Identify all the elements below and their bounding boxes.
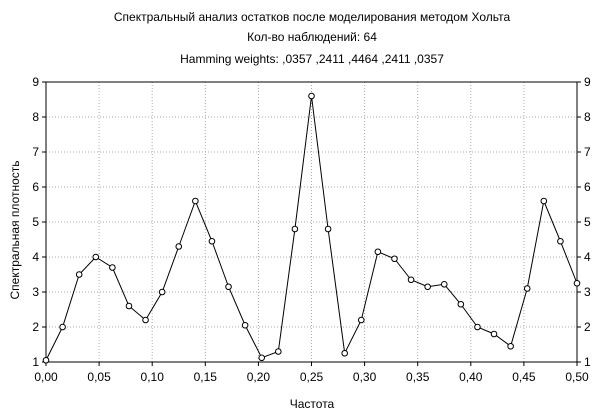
data-point-marker [142,316,149,324]
y-tick-label-right: 6 [584,180,591,194]
y-axis-right-tick-labels: 1 2 3 4 5 6 7 8 9 [584,75,591,369]
data-point-marker [490,330,498,338]
data-point-marker [275,348,282,355]
x-tick-label: 0,15 [194,370,218,384]
x-tick-label: 0,45 [512,370,536,384]
data-point-marker [440,281,448,288]
data-point-marker [324,225,332,233]
data-point-marker [92,253,100,261]
x-tick-label: 0,30 [353,370,377,384]
y-tick-label-right: 3 [584,285,591,299]
data-point-marker [573,279,581,287]
x-axis-title: Частота [290,397,335,411]
y-tick-label-left: 4 [32,250,39,264]
data-point-marker [291,225,299,233]
x-tick-label: 0,05 [87,370,111,384]
x-tick-label: 0,35 [406,370,430,384]
y-tick-label-right: 5 [584,215,591,229]
data-point-marker [308,92,315,100]
y-tick-label-right: 9 [584,75,591,89]
data-point-marker [109,264,116,271]
series-markers [42,92,581,364]
x-tick-label: 0,20 [247,370,271,384]
data-point-marker [457,300,465,308]
y-tick-label-right: 8 [584,110,591,124]
y-tick-label-left: 3 [32,285,39,299]
data-point-marker [225,283,232,291]
data-point-marker [192,197,199,205]
data-point-marker [523,285,531,292]
axis-ticks [42,81,581,366]
data-point-marker [374,248,382,256]
y-tick-label-right: 1 [584,355,591,369]
data-point-marker [241,321,249,329]
data-point-marker [540,197,548,205]
y-tick-label-left: 5 [32,215,39,229]
data-point-marker [75,271,83,278]
data-point-marker [407,276,415,284]
chart-title: Спектральный анализ остатков после модел… [114,10,511,24]
y-axis-title: Спектральная плотность [8,160,22,299]
data-point-marker [59,323,66,331]
data-point-marker [208,237,216,245]
x-tick-label: 0,50 [565,370,589,384]
y-tick-label-left: 2 [32,320,39,334]
x-tick-label: 0,00 [34,370,58,384]
data-point-marker [357,316,365,324]
data-point-marker [158,288,166,296]
data-point-marker [125,302,133,310]
y-tick-label-right: 2 [584,320,591,334]
y-tick-label-left: 1 [32,355,39,369]
data-point-marker [424,283,431,291]
data-point-marker [557,237,564,245]
y-tick-label-left: 7 [32,145,39,159]
x-axis-tick-labels: 0,00 0,05 0,10 0,15 0,20 0,25 0,30 0,35 0,40 0,45… [34,370,589,384]
y-tick-label-left: 8 [32,110,39,124]
x-tick-label: 0,10 [141,370,165,384]
data-point-marker [474,323,481,331]
y-tick-label-left: 6 [32,180,39,194]
data-point-marker [258,354,266,362]
data-point-marker [507,342,514,350]
data-point-marker [341,349,348,357]
chart-subtitle-weights: Hamming weights: ,0357 ,2411 ,4464 ,2411… [180,52,444,66]
chart-subtitle-observations: Кол-во наблюдений: 64 [247,30,377,44]
data-point-marker [391,255,398,263]
x-tick-label: 0,40 [459,370,483,384]
data-point-marker [175,243,183,250]
y-axis-left-tick-labels: 1 2 3 4 5 6 7 8 9 [32,75,39,369]
y-tick-label-right: 7 [584,145,591,159]
y-tick-label-left: 9 [32,75,39,89]
y-tick-label-right: 4 [584,250,591,264]
data-point-marker [42,356,50,364]
x-tick-label: 0,25 [300,370,324,384]
